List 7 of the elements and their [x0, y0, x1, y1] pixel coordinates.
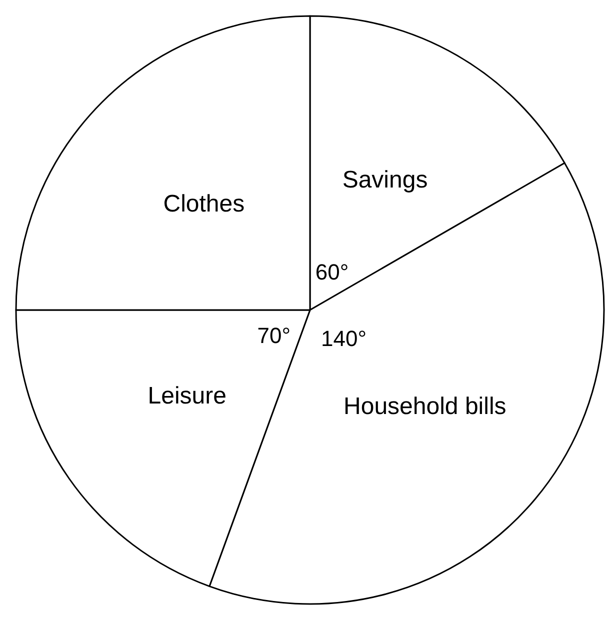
slice-label: Leisure: [148, 382, 226, 410]
slice-label: Household bills: [344, 392, 506, 420]
slice-label: Clothes: [163, 190, 245, 218]
data-label: 60°: [315, 259, 349, 284]
data-label: 140°: [321, 326, 367, 351]
slice-label: Savings: [342, 166, 428, 194]
data-label: 70°: [257, 322, 291, 348]
